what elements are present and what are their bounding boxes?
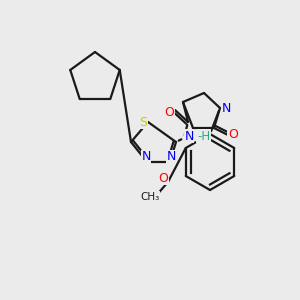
Text: O: O — [228, 128, 238, 140]
Text: -H: -H — [197, 130, 210, 142]
Text: N: N — [166, 151, 176, 164]
Text: N: N — [184, 130, 194, 142]
Text: N: N — [221, 101, 231, 115]
Text: O: O — [158, 172, 168, 184]
Text: O: O — [164, 106, 174, 118]
Text: CH₃: CH₃ — [140, 192, 160, 202]
Text: S: S — [139, 116, 147, 128]
Text: N: N — [141, 151, 151, 164]
